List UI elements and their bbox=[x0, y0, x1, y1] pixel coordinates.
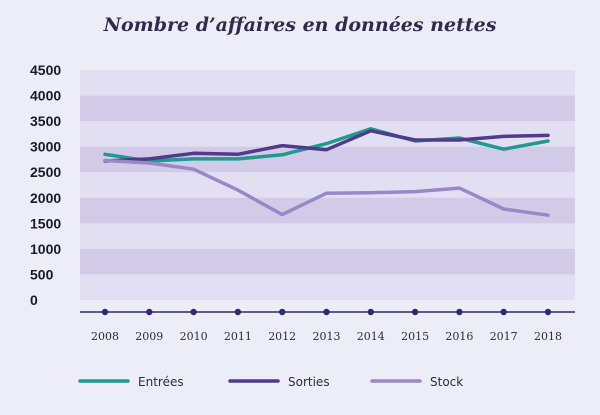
series-line-0 bbox=[103, 127, 550, 163]
y-tick-label: 2000 bbox=[30, 190, 61, 206]
y-tick-label: 1500 bbox=[30, 215, 61, 231]
legend-label: Stock bbox=[430, 375, 463, 389]
y-tick-label: 0 bbox=[30, 292, 38, 308]
y-tick-label: 4000 bbox=[30, 88, 61, 104]
x-tick-label: 2008 bbox=[91, 330, 119, 343]
x-tick-marker bbox=[367, 308, 374, 316]
x-tick-label: 2013 bbox=[313, 330, 341, 343]
grid-band bbox=[80, 248, 575, 275]
x-tick-label: 2015 bbox=[401, 330, 429, 343]
x-tick-label: 2016 bbox=[445, 330, 473, 343]
x-tick-marker bbox=[544, 308, 552, 316]
legend-label: Sorties bbox=[288, 375, 330, 389]
x-tick-label: 2009 bbox=[135, 330, 163, 343]
y-tick-label: 3500 bbox=[30, 113, 61, 129]
x-tick-marker bbox=[146, 308, 153, 316]
chart-title: Nombre d’affaires en données nettes bbox=[103, 14, 497, 36]
legend-label: Entrées bbox=[138, 375, 184, 389]
x-tick-label: 2011 bbox=[224, 330, 252, 343]
x-tick-marker bbox=[234, 308, 242, 316]
series-line-2 bbox=[103, 158, 550, 217]
y-tick-label: 4500 bbox=[30, 62, 61, 78]
x-tick-marker bbox=[323, 308, 330, 316]
y-tick-label: 2500 bbox=[30, 164, 61, 180]
x-tick-marker bbox=[190, 308, 197, 316]
x-tick-label: 2012 bbox=[268, 330, 296, 343]
x-tick-label: 2017 bbox=[490, 330, 518, 343]
x-tick-marker bbox=[101, 308, 109, 316]
x-tick-marker bbox=[456, 308, 463, 316]
x-tick-label: 2010 bbox=[180, 330, 208, 343]
x-tick-marker bbox=[500, 308, 507, 316]
y-tick-label: 500 bbox=[30, 266, 54, 282]
series-line-1 bbox=[103, 129, 550, 163]
x-tick-label: 2014 bbox=[357, 330, 385, 343]
x-tick-marker bbox=[411, 308, 419, 316]
y-tick-label: 1000 bbox=[30, 241, 61, 257]
grid-band bbox=[80, 95, 575, 122]
y-tick-label: 3000 bbox=[30, 139, 61, 155]
grid-band bbox=[80, 197, 575, 224]
x-tick-marker bbox=[279, 308, 286, 316]
x-tick-label: 2018 bbox=[534, 330, 562, 343]
